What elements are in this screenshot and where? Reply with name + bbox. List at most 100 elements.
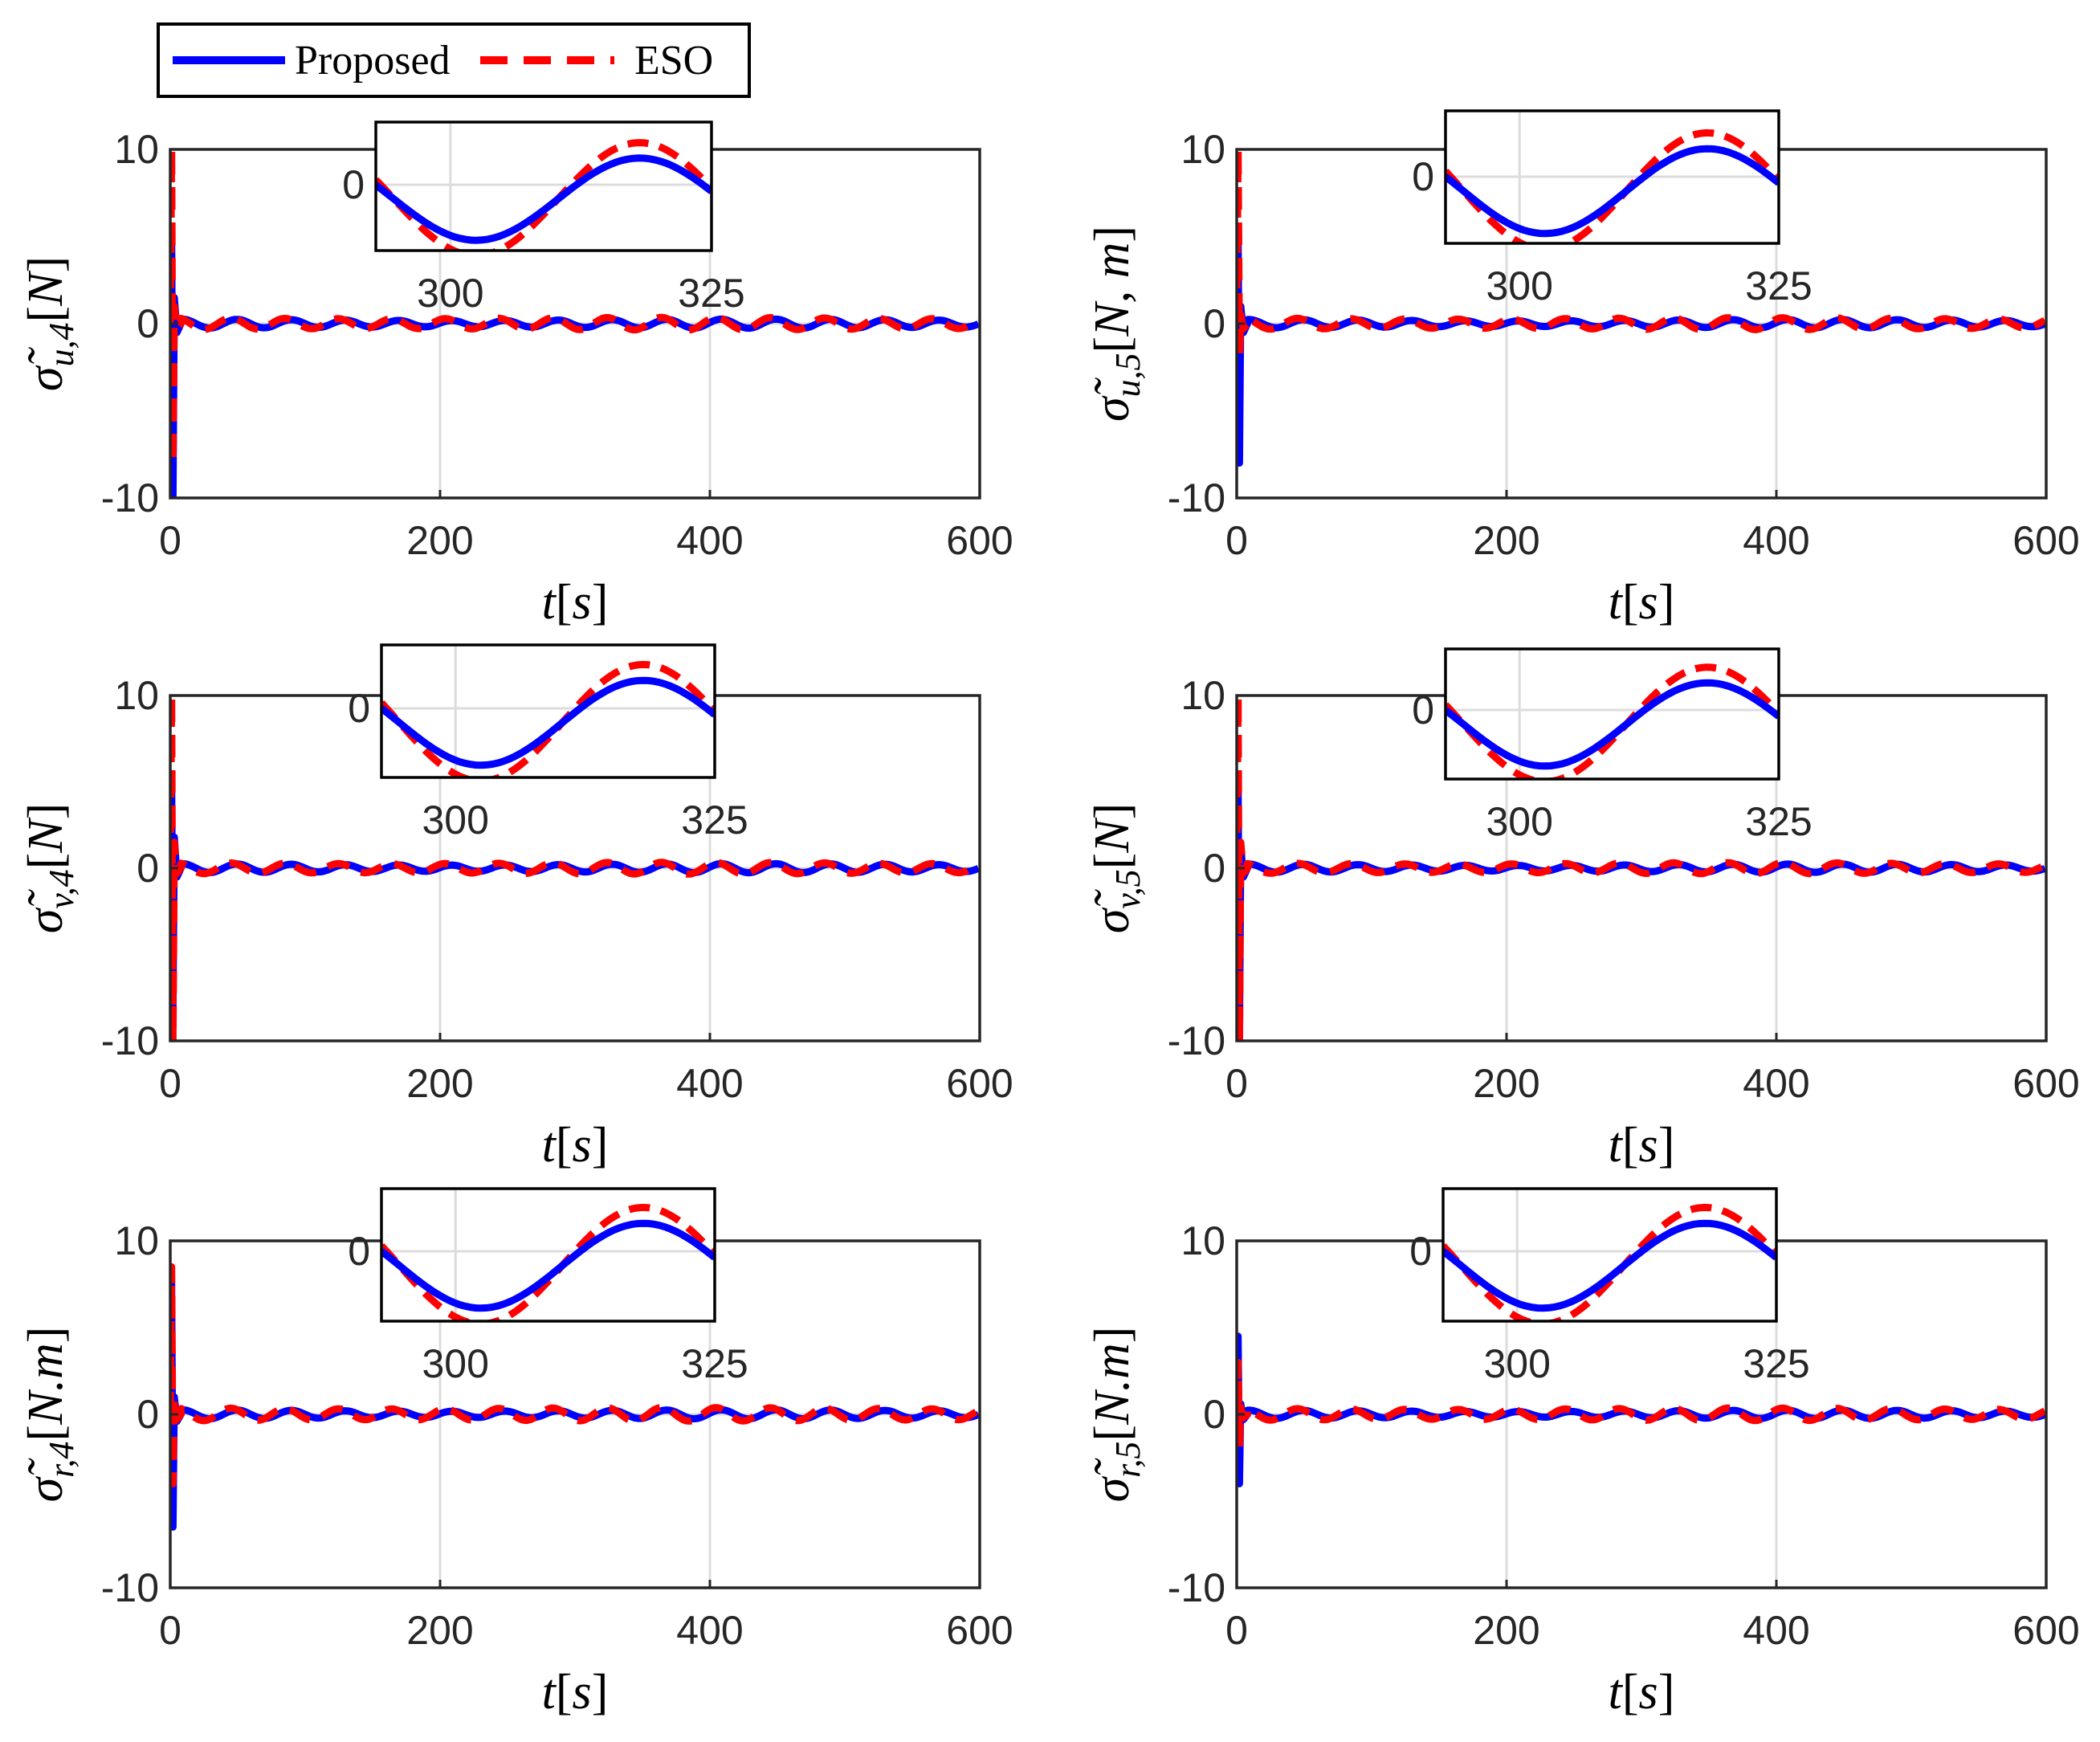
inset-series-proposed-line (1446, 679, 1779, 770)
x-tick-label: 600 (2012, 1061, 2079, 1106)
x-axis-label: t[s] (542, 1118, 609, 1173)
inset-series-proposed-line (381, 1219, 715, 1312)
x-tick-label: 0 (1225, 518, 1248, 563)
series-eso-line (170, 149, 980, 467)
x-tick-label: 600 (946, 1061, 1013, 1106)
inset-box (380, 1187, 716, 1323)
x-tick-label: 0 (159, 518, 181, 563)
x-tick-label: 200 (406, 518, 473, 563)
y-tick-label: 0 (137, 301, 159, 346)
inset-y-tick-label: 0 (1412, 687, 1434, 732)
inset-x-tick-label: 300 (417, 271, 483, 316)
zoom-inset: 0 300 325 (1412, 647, 1813, 844)
zoom-inset: 0 300 325 (348, 1187, 748, 1386)
x-axis-label: t[s] (1609, 1665, 1675, 1720)
y-tick-label: 0 (1203, 846, 1225, 891)
y-axis-label: σ̃r,4[N.m] (18, 1327, 81, 1503)
x-axis-label: t[s] (1609, 575, 1675, 630)
inset-box (374, 120, 713, 252)
y-tick-label: -10 (1168, 1565, 1225, 1610)
x-tick-label: 0 (159, 1061, 181, 1106)
x-tick-label: 0 (1225, 1061, 1248, 1106)
x-tick-label: 400 (1743, 518, 1809, 563)
x-tick-label: 200 (1473, 518, 1539, 563)
y-tick-label: 0 (137, 1392, 159, 1437)
inset-x-tick-label: 300 (1486, 263, 1553, 308)
inset-y-tick-label: 0 (1409, 1229, 1432, 1274)
y-tick-label: 10 (114, 127, 159, 172)
x-tick-label: 400 (676, 518, 743, 563)
series-eso-line (1237, 1358, 2046, 1453)
inset-box (1441, 1187, 1778, 1323)
y-tick-label: 10 (114, 1218, 159, 1263)
inset-y-tick-label: 0 (342, 162, 365, 207)
y-tick-label: -10 (1168, 475, 1225, 520)
x-tick-label: 200 (1473, 1608, 1539, 1653)
inset-background (381, 645, 715, 777)
zoom-inset: 0 300 325 (1409, 1187, 1810, 1386)
y-tick-label: -10 (101, 1018, 159, 1063)
inset-x-tick-label: 325 (1745, 263, 1812, 308)
y-tick-label: 0 (1203, 301, 1225, 346)
x-tick-label: 600 (2012, 1608, 2079, 1653)
inset-series-proposed-line (381, 676, 715, 769)
inset-x-tick-label: 325 (681, 798, 748, 842)
inset-box (380, 643, 716, 779)
y-tick-label: 10 (114, 673, 159, 718)
y-axis-label: σ̃r,5[N.m] (1085, 1327, 1148, 1503)
zoom-inset: 0 300 325 (342, 120, 745, 316)
inset-series-proposed-line (376, 154, 712, 244)
series-eso-line (170, 696, 980, 1041)
y-axis-label: σ̃u,5[N, m] (1085, 226, 1148, 422)
x-tick-label: 600 (946, 1608, 1013, 1653)
inset-background (1446, 649, 1779, 779)
inset-background (381, 1189, 715, 1321)
series-eso-line (1237, 149, 2046, 362)
inset-box (1444, 647, 1780, 781)
x-tick-label: 200 (406, 1061, 473, 1106)
inset-series-proposed-line (1446, 145, 1779, 238)
legend-label-proposed: Proposed (295, 38, 451, 84)
inset-y-tick-label: 0 (348, 686, 370, 731)
inset-box (1444, 109, 1780, 245)
inset-y-tick-label: 0 (348, 1229, 370, 1274)
x-tick-label: 600 (946, 518, 1013, 563)
x-axis-label: t[s] (542, 575, 609, 630)
series-eso-line (170, 1263, 980, 1487)
y-axis-label: σ̃v,4[N] (18, 803, 81, 934)
inset-x-tick-label: 325 (678, 271, 744, 316)
y-tick-label: -10 (101, 1565, 159, 1610)
zoom-inset: 0 300 325 (348, 643, 748, 842)
y-tick-label: 0 (137, 846, 159, 891)
zoom-inset: 0 300 325 (1412, 109, 1813, 308)
x-tick-label: 0 (1225, 1608, 1248, 1653)
y-tick-label: 0 (1203, 1392, 1225, 1437)
x-tick-label: 400 (676, 1608, 743, 1653)
x-tick-label: 400 (1743, 1608, 1809, 1653)
inset-x-tick-label: 300 (1484, 1341, 1551, 1386)
y-tick-label: 10 (1180, 673, 1225, 718)
inset-x-tick-label: 300 (422, 1341, 489, 1386)
inset-y-tick-label: 0 (1412, 154, 1434, 199)
y-axis-label: σ̃u,4[N] (18, 256, 81, 391)
legend-label-eso: ESO (634, 38, 713, 84)
y-tick-label: -10 (1168, 1018, 1225, 1063)
inset-x-tick-label: 325 (1745, 799, 1812, 844)
inset-x-tick-label: 325 (1743, 1341, 1809, 1386)
x-tick-label: 400 (676, 1061, 743, 1106)
x-tick-label: 200 (1473, 1061, 1539, 1106)
inset-series-proposed-line (1443, 1219, 1776, 1312)
x-tick-label: 0 (159, 1608, 181, 1653)
x-axis-label: t[s] (542, 1665, 609, 1720)
legend: Proposed ESO (157, 22, 751, 98)
y-tick-label: 10 (1180, 1218, 1225, 1263)
y-tick-label: 10 (1180, 127, 1225, 172)
inset-background (1443, 1189, 1776, 1321)
inset-x-tick-label: 300 (1486, 799, 1553, 844)
